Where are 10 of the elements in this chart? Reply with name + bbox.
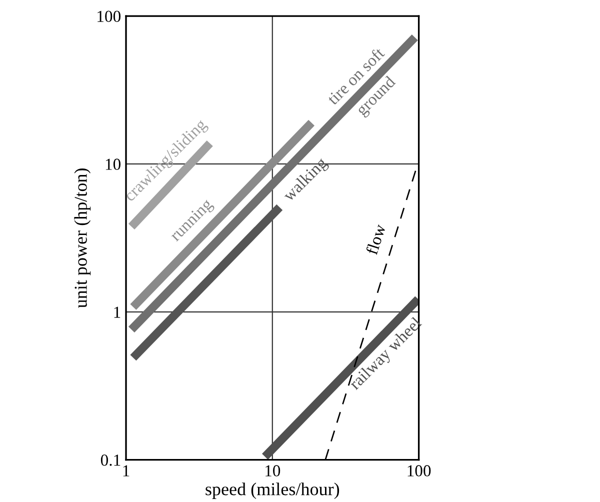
x-tick-label: 10 xyxy=(266,465,280,476)
text: flow xyxy=(365,223,386,256)
y-tick-label: 100 xyxy=(98,10,121,22)
y-axis-title: unit power (hp/ton) xyxy=(74,168,91,308)
y-tick-label: 0.1 xyxy=(100,454,120,466)
x-tick-label: 100 xyxy=(408,465,431,476)
x-axis-title: speed (miles/hour) xyxy=(206,482,340,499)
x-tick-label: 1 xyxy=(123,465,130,476)
y-tick-label: 10 xyxy=(106,158,121,170)
y-tick-label: 1 xyxy=(114,306,120,318)
